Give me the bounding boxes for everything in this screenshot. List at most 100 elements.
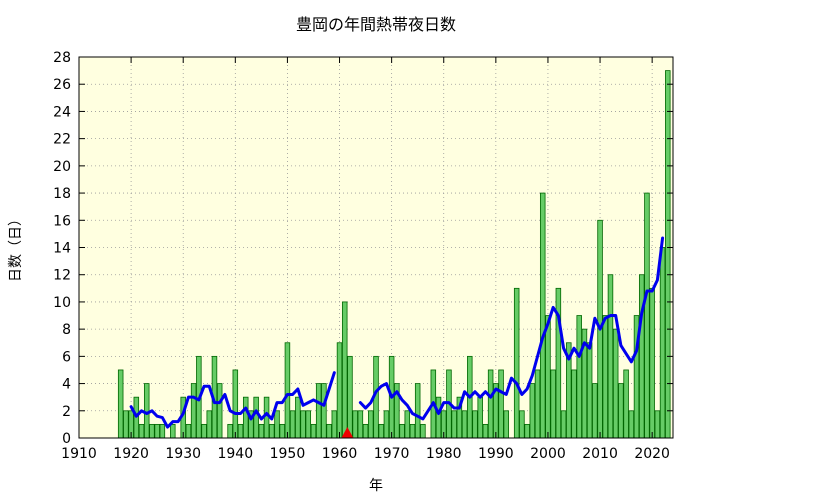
bar-2013 xyxy=(612,328,619,439)
bar-1931 xyxy=(185,423,192,439)
x-tick-label: 1970 xyxy=(374,446,410,462)
x-tick-label: 2000 xyxy=(530,446,566,462)
y-tick-label: 24 xyxy=(53,104,71,120)
x-tick-label: 1980 xyxy=(426,446,462,462)
bar-1974 xyxy=(409,423,416,439)
bar-1973 xyxy=(404,410,411,439)
x-tick-label: 1930 xyxy=(165,446,201,462)
bar-2022 xyxy=(659,247,666,439)
x-tick-label: 1920 xyxy=(113,446,149,462)
y-tick-label: 0 xyxy=(62,431,71,447)
x-tick-label: 1910 xyxy=(61,446,97,462)
bar-1972 xyxy=(399,423,405,439)
moving-average-series xyxy=(129,236,665,429)
bar-1945 xyxy=(258,423,265,439)
y-tick-label: 2 xyxy=(62,404,71,420)
bar-1919 xyxy=(123,410,129,439)
bar-1924 xyxy=(149,423,155,439)
y-tick-label: 26 xyxy=(53,77,71,93)
bar-1966 xyxy=(368,410,374,439)
bar-2015 xyxy=(623,369,629,439)
chart-title: 豊岡の年間熱帯夜日数 xyxy=(296,15,456,34)
bar-1934 xyxy=(201,423,207,439)
bar-1939 xyxy=(227,423,233,439)
bar-1998 xyxy=(534,369,541,439)
bar-1932 xyxy=(190,383,197,439)
bar-1964 xyxy=(357,410,364,439)
bar-2005 xyxy=(571,369,577,439)
bar-1958 xyxy=(326,423,332,439)
bar-1997 xyxy=(529,383,536,439)
bar-2016 xyxy=(628,410,635,439)
bar-1925 xyxy=(154,423,160,439)
bar-1995 xyxy=(519,410,525,439)
bar-1941 xyxy=(237,423,244,439)
x-tick-label: 1950 xyxy=(270,446,306,462)
bar-2021 xyxy=(654,410,661,439)
bar-1944 xyxy=(253,396,259,439)
x-axis-label: 年 xyxy=(369,478,383,494)
bar-1994 xyxy=(513,287,520,439)
y-tick-label: 6 xyxy=(62,349,71,365)
bar-1952 xyxy=(295,396,301,439)
bar-1947 xyxy=(269,423,275,439)
bar-1953 xyxy=(300,410,306,439)
bar-1959 xyxy=(331,410,338,439)
marker-series xyxy=(341,427,354,438)
bar-2019 xyxy=(644,192,650,439)
bar-1999 xyxy=(539,192,546,439)
bar-1992 xyxy=(503,410,510,439)
bar-1949 xyxy=(279,423,285,439)
x-tick-label: 2020 xyxy=(634,446,670,462)
bar-1968 xyxy=(378,423,384,439)
bar-1918 xyxy=(117,369,124,439)
bar-1942 xyxy=(242,396,249,439)
bar-1926 xyxy=(159,423,166,439)
bar-1988 xyxy=(482,423,489,439)
y-tick-label: 14 xyxy=(53,241,71,257)
x-tick-label: 1940 xyxy=(217,446,253,462)
bar-1956 xyxy=(315,383,322,439)
bar-1923 xyxy=(143,383,150,439)
bar-1991 xyxy=(498,369,504,439)
bar-2000 xyxy=(545,315,551,439)
bar-1935 xyxy=(206,410,213,439)
bar-2023 xyxy=(665,70,671,439)
bar-1984 xyxy=(461,410,468,439)
bar-1957 xyxy=(321,383,327,439)
bar-1922 xyxy=(138,423,145,439)
bar-2012 xyxy=(607,274,614,439)
moving-average-line-0 xyxy=(129,371,336,429)
bar-1969 xyxy=(383,410,390,439)
bar-2014 xyxy=(618,383,624,439)
bar-2008 xyxy=(586,342,593,439)
bar-2018 xyxy=(638,274,645,439)
y-tick-label: 20 xyxy=(53,159,71,175)
bar-1979 xyxy=(435,396,442,439)
bar-1937 xyxy=(216,383,223,439)
marker-triangle-0 xyxy=(341,427,354,438)
bar-1946 xyxy=(263,396,270,439)
bar-1961 xyxy=(341,301,348,439)
y-tick-label: 18 xyxy=(53,186,71,202)
x-tick-label: 1990 xyxy=(478,446,514,462)
y-tick-label: 10 xyxy=(53,295,71,311)
bar-2003 xyxy=(560,410,567,439)
y-tick-label: 28 xyxy=(53,50,71,66)
y-tick-label: 12 xyxy=(53,268,71,284)
moving-average-line-1 xyxy=(358,236,665,421)
bar-1955 xyxy=(310,423,317,439)
bar-1950 xyxy=(284,342,291,439)
bar-1951 xyxy=(289,410,296,439)
bar-1986 xyxy=(472,410,478,439)
x-tick-label: 1960 xyxy=(322,446,358,462)
bar-1928 xyxy=(170,423,176,439)
y-tick-label: 8 xyxy=(62,322,71,338)
y-axis-label: 日数（日） xyxy=(8,212,24,282)
bar-1996 xyxy=(524,423,530,439)
y-tick-label: 22 xyxy=(53,132,71,148)
bar-1989 xyxy=(487,369,494,439)
bar-2020 xyxy=(649,287,655,439)
bar-1962 xyxy=(347,355,353,439)
